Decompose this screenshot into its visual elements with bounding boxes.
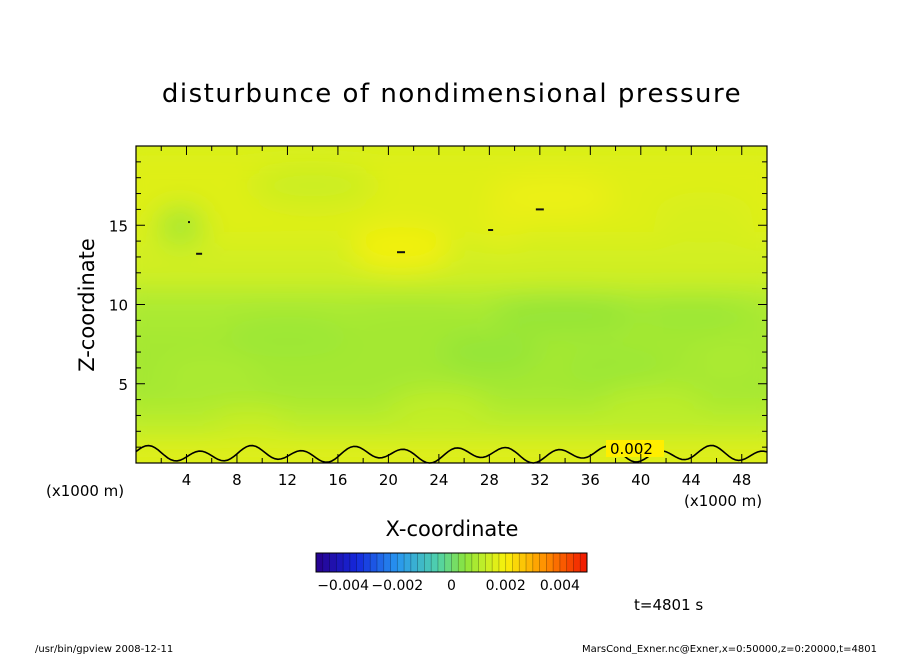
colorbar-cell xyxy=(512,553,520,572)
x-tick-label: 20 xyxy=(379,471,398,489)
contour-label-bg xyxy=(606,440,664,457)
colorbar-cell xyxy=(376,553,385,572)
x-axis-ticks: 4 8 12 16 20 24 28 32 36 40 44 48 xyxy=(135,146,768,489)
colorbar-ticks: −0.004 −0.002 0 0.002 0.004 xyxy=(317,578,580,594)
contour-label: 0.002 xyxy=(610,440,653,458)
colorbar-cell xyxy=(498,553,507,572)
y-tick-label: 15 xyxy=(109,217,128,235)
x-tick-label: 8 xyxy=(232,471,242,489)
colorbar-cell xyxy=(383,553,392,572)
colorbar-tick-label: −0.002 xyxy=(371,578,423,594)
colorbar-cell xyxy=(343,553,351,572)
colorbar-cell xyxy=(478,553,486,572)
field-blobs xyxy=(136,146,767,463)
x-tick-label: 48 xyxy=(732,471,751,489)
y-axis-ticks: 5 10 15 xyxy=(109,145,767,464)
x-unit-right: (x1000 m) xyxy=(684,492,762,510)
x-tick-label: 36 xyxy=(581,471,600,489)
colorbar-cell xyxy=(546,553,554,572)
colorbar-cell xyxy=(437,553,446,572)
colorbar-cell xyxy=(397,553,405,572)
colorbar-cell xyxy=(417,553,425,572)
x-tick-label: 32 xyxy=(530,471,549,489)
colorbar-cell xyxy=(370,553,378,572)
colorbar-cell xyxy=(553,553,561,572)
x-tick-label: 44 xyxy=(682,471,701,489)
colorbar-cell xyxy=(526,553,534,572)
colorbar-cell xyxy=(390,553,398,572)
colorbar-cell xyxy=(485,553,493,572)
colorbar-cell xyxy=(431,553,439,572)
footer-left-note: /usr/bin/gpview 2008-12-11 xyxy=(35,644,173,654)
colorbar-cell xyxy=(559,553,568,572)
field-spots xyxy=(188,208,544,255)
y-tick-label: 10 xyxy=(109,297,128,315)
colorbar-cell xyxy=(505,553,513,572)
colorbar-cell xyxy=(458,553,466,572)
x-tick-label: 24 xyxy=(429,471,448,489)
colorbar-tick-label: 0 xyxy=(447,578,456,594)
footer-right-note: MarsCond_Exner.nc@Exner,x=0:50000,z=0:20… xyxy=(582,644,877,654)
colorbar-cell xyxy=(316,553,324,572)
colorbar-cell xyxy=(539,553,547,572)
colorbar-cell xyxy=(404,553,412,572)
x-tick-label: 12 xyxy=(278,471,297,489)
plot-field xyxy=(136,146,767,463)
colorbar-cell xyxy=(580,553,588,572)
colorbar-cell xyxy=(492,553,500,572)
y-tick-label: 5 xyxy=(118,376,128,394)
colorbar-cell xyxy=(444,553,452,572)
x-tick-label: 28 xyxy=(480,471,499,489)
time-label: t=4801 s xyxy=(634,596,703,614)
colorbar-tick-label: 0.002 xyxy=(486,578,526,594)
colorbar xyxy=(315,552,588,573)
colorbar-cell xyxy=(471,553,480,572)
colorbar-cell xyxy=(410,553,419,572)
colorbar-cell xyxy=(566,553,574,572)
colorbar-cell xyxy=(519,553,527,572)
colorbar-cell xyxy=(465,553,473,572)
chart-title: disturbunce of nondimensional pressure xyxy=(162,79,742,109)
x-tick-label: 16 xyxy=(328,471,347,489)
colorbar-cell xyxy=(356,553,364,572)
colorbar-cell xyxy=(336,553,344,572)
x-tick-label: 40 xyxy=(631,471,650,489)
colorbar-cell xyxy=(424,553,432,572)
colorbar-tick-label: −0.004 xyxy=(317,578,369,594)
x-tick-label: 4 xyxy=(182,471,192,489)
x-unit-left: (x1000 m) xyxy=(46,482,124,500)
colorbar-cell xyxy=(532,553,541,572)
colorbar-cell xyxy=(573,553,581,572)
colorbar-cell xyxy=(363,553,371,572)
colorbar-cell xyxy=(322,553,331,572)
colorbar-cell xyxy=(349,553,358,572)
x-axis-label: X-coordinate xyxy=(386,517,519,541)
colorbar-cell xyxy=(451,553,459,572)
colorbar-tick-label: 0.004 xyxy=(540,578,580,594)
y-axis-label: Z-coordinate xyxy=(75,238,99,372)
colorbar-cell xyxy=(329,553,337,572)
